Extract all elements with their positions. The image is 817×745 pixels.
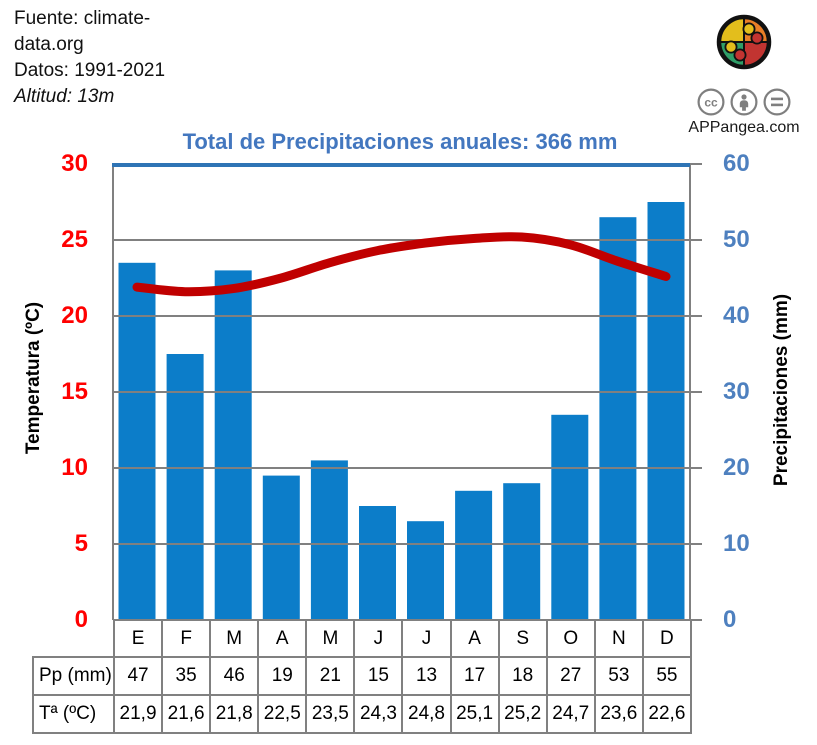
precip-value-7: 13: [401, 656, 452, 696]
temp-value-5: 23,5: [305, 694, 356, 734]
temp-value-4: 22,5: [257, 694, 308, 734]
right-tick-10: 10: [723, 530, 750, 557]
appangea-logo-icon: [716, 14, 772, 70]
precip-value-9: 18: [497, 656, 548, 696]
left-tick-20: 20: [61, 302, 88, 329]
left-tick-15: 15: [61, 378, 88, 405]
right-tick-60: 60: [723, 150, 750, 177]
temp-value-6: 24,3: [353, 694, 404, 734]
temp-value-7: 24,8: [401, 694, 452, 734]
precip-value-2: 35: [161, 656, 212, 696]
month-label-11: N: [593, 619, 644, 658]
equal-icon: [763, 88, 791, 116]
table-corner: [33, 620, 114, 657]
precip-value-11: 53: [593, 656, 644, 696]
month-label-2: F: [161, 619, 212, 658]
precip-value-12: 55: [641, 656, 692, 696]
row-header-temperature: Tª (ºC): [32, 694, 115, 734]
precip-value-8: 17: [449, 656, 500, 696]
temp-value-9: 25,2: [497, 694, 548, 734]
attribution-icon: [730, 88, 758, 116]
chart-title: Total de Precipitaciones anuales: 366 mm: [182, 129, 618, 154]
cc-icon: cc: [697, 88, 725, 116]
temp-value-8: 25,1: [449, 694, 500, 734]
month-label-8: A: [449, 619, 500, 658]
temp-value-12: 22,6: [641, 694, 692, 734]
table-row: Pp (mm) 47 35 46 19 21 15 13 17 18 27 53 55: [32, 656, 692, 696]
month-label-12: D: [641, 619, 692, 658]
month-label-1: E: [112, 619, 164, 658]
right-tick-30: 30: [723, 378, 750, 405]
bar-N-11: [599, 217, 637, 620]
bar-F-2: [166, 354, 204, 620]
source-line-1: Fuente: climate-: [14, 8, 151, 29]
bar-A-8: [455, 490, 493, 620]
climate-data-table: E F M A M J J A S O N D Pp (mm) 47 35 46 19 21 15 13 17 18 27 5…: [32, 619, 692, 734]
data-range: Datos: 1991-2021: [14, 60, 166, 81]
precip-value-4: 19: [257, 656, 308, 696]
row-header-precipitation: Pp (mm): [32, 656, 115, 696]
precip-value-6: 15: [353, 656, 404, 696]
month-label-10: O: [545, 619, 596, 658]
svg-text:cc: cc: [704, 95, 718, 109]
month-label-4: A: [257, 619, 308, 658]
precip-value-10: 27: [545, 656, 596, 696]
altitude: Altitud: 13m: [14, 86, 115, 107]
temperature-line: [132, 232, 671, 297]
precip-value-5: 21: [305, 656, 356, 696]
month-label-9: S: [497, 619, 548, 658]
bar-D-12: [647, 202, 685, 620]
left-tick-25: 25: [61, 226, 88, 253]
temp-value-11: 23,6: [593, 694, 644, 734]
bar-M-3: [214, 270, 252, 620]
bar-M-5: [310, 460, 348, 620]
brand-url: APPangea.com: [688, 119, 800, 136]
bar-S-9: [503, 483, 541, 620]
temp-value-3: 21,8: [209, 694, 260, 734]
right-tick-0: 0: [723, 606, 737, 633]
source-info: Fuente: climate- data.org Datos: 1991-20…: [14, 6, 165, 110]
bar-E-1: [118, 262, 156, 620]
month-label-5: M: [305, 619, 356, 658]
temp-value-2: 21,6: [161, 694, 212, 734]
temp-value-1: 21,9: [112, 694, 164, 734]
table-row: Tª (ºC) 21,9 21,6 21,8 22,5 23,5 24,3 24,8 25,1 2…: [32, 694, 692, 734]
left-tick-30: 30: [61, 150, 88, 177]
right-tick-20: 20: [723, 454, 750, 481]
bar-A-4: [262, 475, 300, 620]
left-tick-10: 10: [61, 454, 88, 481]
source-line-2: data.org: [14, 34, 84, 55]
bar-O-10: [551, 414, 589, 620]
right-tick-40: 40: [723, 302, 750, 329]
license-icons: cc: [692, 87, 796, 117]
temp-value-10: 24,7: [545, 694, 596, 734]
bar-J-6: [359, 506, 396, 620]
precip-value-3: 46: [209, 656, 260, 696]
month-label-6: J: [353, 619, 404, 658]
month-label-3: M: [209, 619, 260, 658]
left-tick-5: 5: [74, 530, 88, 557]
precip-value-1: 47: [112, 656, 164, 696]
left-tick-0: 0: [74, 606, 88, 633]
month-label-7: J: [401, 619, 452, 658]
right-tick-50: 50: [723, 226, 750, 253]
bar-J-7: [407, 521, 444, 620]
